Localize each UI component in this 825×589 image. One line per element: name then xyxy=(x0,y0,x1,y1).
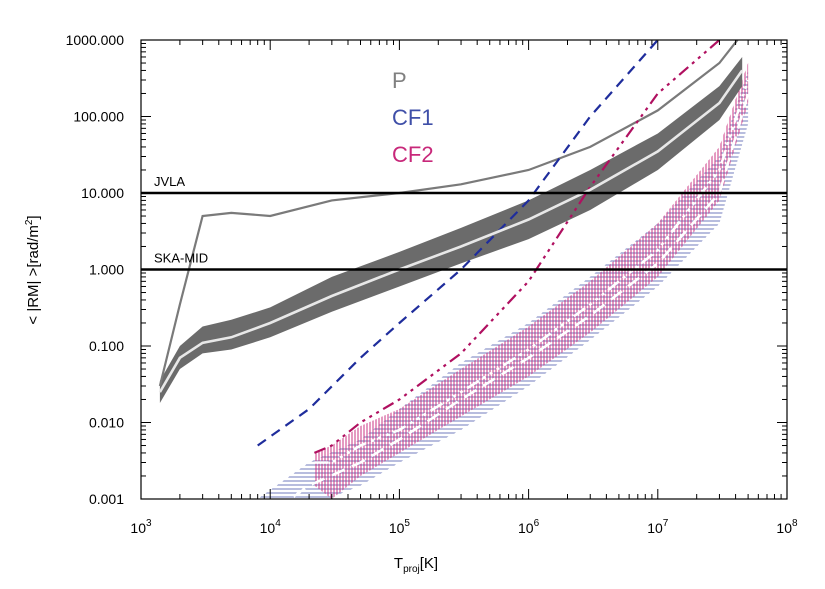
y-tick-label: 100.000 xyxy=(73,109,124,125)
y-tick-label: 0.010 xyxy=(89,415,124,431)
x-tick-label: 105 xyxy=(389,518,411,536)
x-tick-label: 106 xyxy=(518,518,540,536)
median-line-cf2 xyxy=(314,79,750,464)
y-tick-label: 0.001 xyxy=(89,491,124,507)
x-tick-label: 104 xyxy=(260,518,282,536)
legend-item-p: P xyxy=(392,68,407,93)
band-cf2 xyxy=(314,63,749,499)
x-tick-label: 107 xyxy=(647,518,669,536)
reference-label-jvla: JVLA xyxy=(154,174,185,189)
x-tick-label: 103 xyxy=(130,518,152,536)
x-axis-title: Tproj[K] xyxy=(394,555,438,575)
legend-item-cf2: CF2 xyxy=(392,142,434,167)
y-tick-label: 10.000 xyxy=(81,185,124,201)
legend-item-cf1: CF1 xyxy=(392,105,434,130)
x-tick-label: 108 xyxy=(776,518,798,536)
y-tick-label: 1.000 xyxy=(89,262,124,278)
median-line-cf1 xyxy=(287,93,750,499)
band-p xyxy=(159,57,743,403)
y-tick-label: 0.100 xyxy=(89,338,124,354)
plot-area xyxy=(141,40,787,499)
y-tick-label: 1000.000 xyxy=(66,32,125,48)
band-cf1 xyxy=(257,70,749,499)
reference-label-ska-mid: SKA-MID xyxy=(154,251,208,266)
y-axis-title: < |RM| >[rad/m2] xyxy=(24,215,42,324)
axis-ticks xyxy=(140,39,788,500)
axis-labels: JVLA SKA-MID P CF1 CF2 103 104 105 106 107 108 0.00… xyxy=(66,32,798,536)
